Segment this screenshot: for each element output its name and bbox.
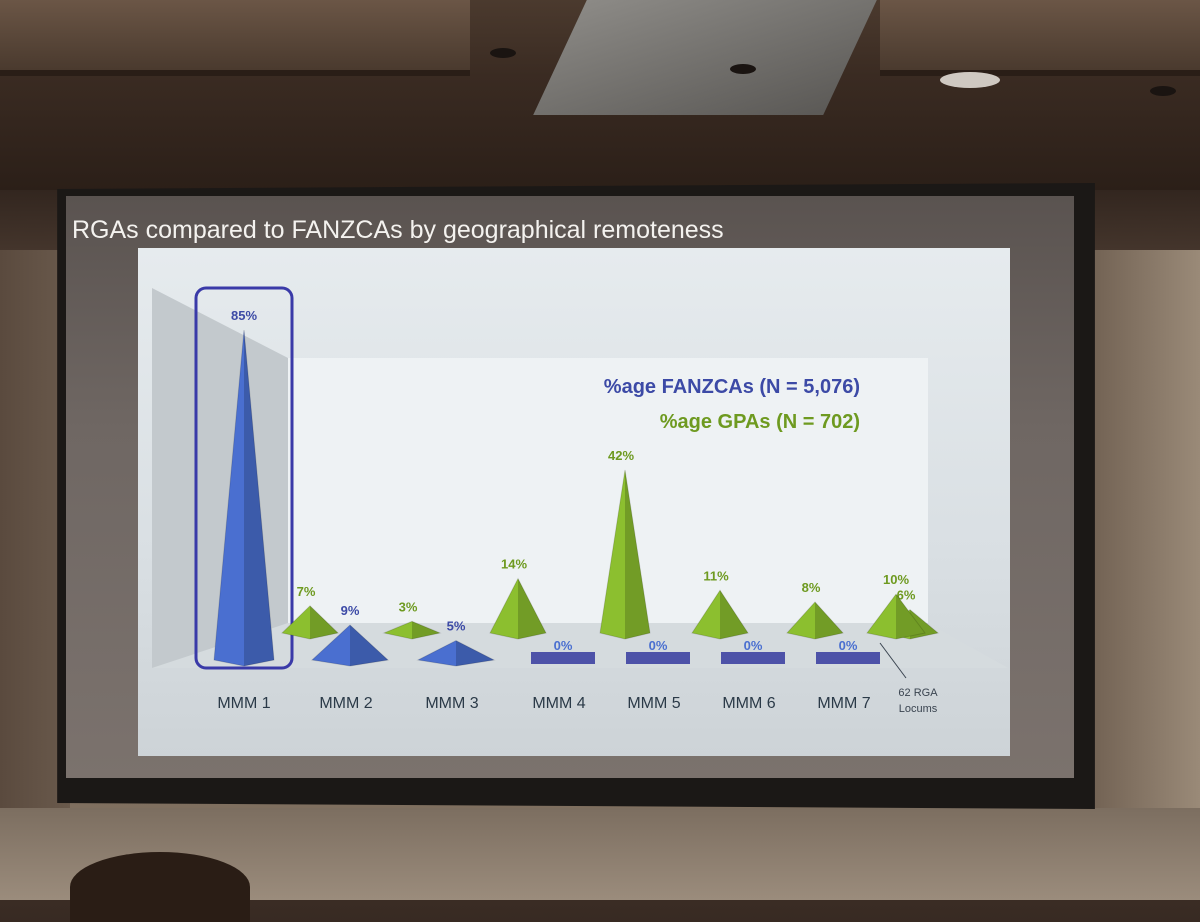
bar-gpa-5	[691, 589, 749, 640]
bar-fanzca-2-shade	[350, 625, 388, 666]
category-label-6: MMM 6	[722, 695, 775, 712]
bar-fanzca-3-shade	[456, 640, 494, 666]
note-line-2: Locums	[899, 703, 938, 715]
bar-fanzca-1	[213, 329, 275, 667]
bar-gpa-4	[599, 469, 651, 640]
bar-fanzca-3	[416, 640, 496, 667]
bar-gpa-2-shade	[412, 621, 440, 639]
audience-head	[70, 852, 250, 922]
value-label-gpa-4: 42%	[608, 448, 634, 463]
value-label-gpa-1: 7%	[297, 584, 316, 599]
bar-gpa-6	[786, 601, 844, 640]
ceiling-panel-right	[880, 0, 1200, 76]
bar-rga-locums-shade	[896, 594, 925, 639]
note-pointer-line	[879, 642, 907, 679]
value-label-fanzca-5: 0%	[649, 638, 668, 653]
value-label-gpa-6: 8%	[802, 580, 821, 595]
bar-gpa-4-shade	[625, 469, 650, 639]
bar-gpa-5-shade	[720, 590, 748, 639]
bar-gpa-3	[489, 577, 547, 640]
chart-svg: 85% 7% MMM 1 9% 3% MMM 2 5% 14% MMM 3 0% 42% MMM 4 0…	[152, 286, 1008, 715]
value-label-fanzca-1: 85%	[231, 308, 257, 323]
highlight-box-mmm1	[194, 286, 294, 670]
chart-area: 85% 7% MMM 1 9% 3% MMM 2 5% 14% MMM 3 0% 42% MMM 4 0…	[138, 248, 1010, 756]
value-label-fanzca-7: 0%	[839, 638, 858, 653]
value-label-gpa-3: 14%	[501, 557, 527, 572]
bar-fanzca-4	[531, 652, 595, 664]
bar-fanzca-7	[816, 652, 880, 664]
legend-entry-gpas: %age GPAs (N = 702)	[660, 411, 860, 433]
bar-gpa-2	[382, 620, 442, 640]
category-label-4: MMM 4	[532, 695, 585, 712]
value-label-fanzca-3: 5%	[447, 619, 466, 634]
bar-gpa-1	[280, 605, 340, 640]
bar-fanzca-2	[310, 624, 390, 667]
bar-fanzca-5	[626, 652, 690, 664]
ceiling-speaker	[940, 72, 1000, 88]
bar-gpa-3-shade	[518, 578, 546, 639]
ceiling-light	[490, 48, 516, 58]
value-label-gpa-7: 6%	[897, 588, 916, 603]
legend-entry-fanzcas: %age FANZCAs (N = 5,076)	[604, 376, 860, 398]
category-label-5: MMM 5	[627, 695, 680, 712]
bar-fanzca-1-shade	[244, 330, 274, 666]
slide: RGAs compared to FANZCAs by geographical…	[66, 196, 1074, 778]
ceiling	[0, 0, 1200, 190]
value-label-fanzca-6: 0%	[744, 638, 763, 653]
bar-gpa-1-shade	[310, 605, 338, 639]
chart-back-wall	[288, 358, 928, 668]
value-label-fanzca-4: 0%	[554, 638, 573, 653]
category-label-1: MMM 1	[217, 695, 270, 712]
category-label-2: MMM 2	[319, 695, 372, 712]
value-label-rga-locums: 10%	[883, 572, 909, 587]
slide-title: RGAs compared to FANZCAs by geographical…	[72, 216, 724, 244]
category-label-7: MMM 7	[817, 695, 870, 712]
note-line-1: 62 RGA	[898, 687, 938, 699]
ceiling-duct	[533, 0, 877, 115]
ceiling-panel-left	[0, 0, 470, 76]
ceiling-light	[1150, 86, 1176, 96]
value-label-gpa-2: 3%	[399, 599, 418, 614]
bar-fanzca-6	[721, 652, 785, 664]
value-label-fanzca-2: 9%	[341, 603, 360, 618]
value-label-gpa-5: 11%	[703, 568, 729, 583]
bar-rga-locums	[866, 593, 926, 640]
category-label-3: MMM 3	[425, 695, 478, 712]
ceiling-light	[730, 64, 756, 74]
bar-gpa-6-shade	[815, 601, 843, 639]
